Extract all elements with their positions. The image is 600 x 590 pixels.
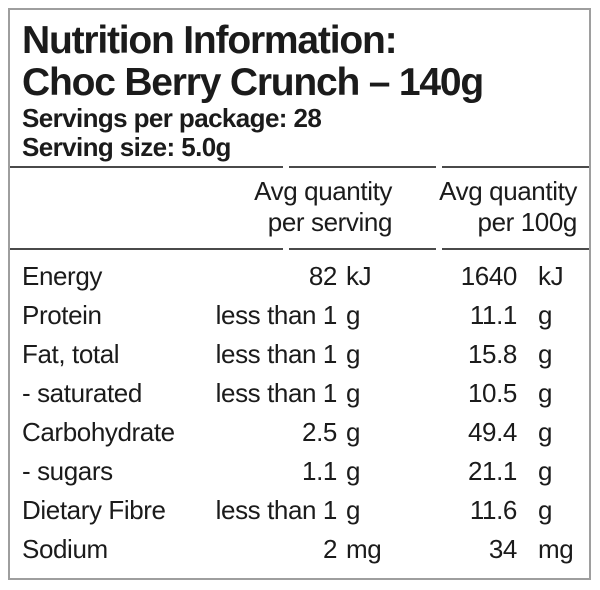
serving-value: less than 1 (215, 300, 338, 330)
per100-value: 49.4 (467, 417, 517, 447)
nutrient-name: Protein (22, 300, 102, 330)
serving-value: 2.5 (302, 417, 337, 447)
column-header-per-serving-line2: per serving (267, 207, 393, 237)
divider-top (10, 166, 589, 168)
column-header-per-100g-line2: per 100g (477, 207, 578, 237)
per100-unit: g (538, 495, 553, 525)
table-row-saturated: - saturated less than 1 g 10.5 g (22, 374, 577, 413)
per100-unit: g (538, 456, 553, 486)
serving-unit: g (346, 456, 361, 486)
table-row-dietary-fibre: Dietary Fibre less than 1 g 11.6 g (22, 491, 577, 530)
serving-unit: g (346, 378, 361, 408)
per100-value: 11.6 (469, 495, 517, 525)
per100-value: 10.5 (467, 378, 517, 408)
serving-value: less than 1 (215, 495, 338, 525)
nutrient-name: - saturated (22, 378, 142, 408)
divider-segment (10, 166, 283, 168)
column-header-per-serving-line1: Avg quantity (254, 176, 392, 206)
per100-unit: g (538, 339, 553, 369)
per100-unit: g (538, 417, 553, 447)
serving-value: less than 1 (215, 339, 338, 369)
table-row-protein: Protein less than 1 g 11.1 g (22, 296, 577, 335)
nutrient-name: - sugars (22, 456, 113, 486)
nutrient-name: Energy (22, 261, 102, 291)
column-header-per-100g-line1: Avg quantity (439, 176, 577, 206)
nutrient-name: Sodium (22, 534, 108, 564)
per100-unit: g (538, 300, 553, 330)
serving-value: 82 (308, 261, 338, 291)
serving-unit: g (346, 495, 361, 525)
table-row-carbohydrate: Carbohydrate 2.5 g 49.4 g (22, 413, 577, 452)
serving-unit: mg (346, 534, 382, 564)
per100-value: 34 (488, 534, 518, 564)
servings-per-package: Servings per package: 28 (22, 103, 322, 133)
serving-size: Serving size: 5.0g (22, 132, 231, 162)
table-row-sugars: - sugars 1.1 g 21.1 g (22, 452, 577, 491)
table-row-energy: Energy 82 kJ 1640 kJ (22, 257, 577, 296)
per100-value: 11.1 (469, 300, 517, 330)
per100-value: 15.8 (467, 339, 517, 369)
serving-unit: g (346, 417, 361, 447)
per100-unit: kJ (538, 261, 564, 291)
column-header-per-serving: Avg quantity per serving (22, 176, 392, 238)
nutrient-name: Dietary Fibre (22, 495, 166, 525)
per100-value: 21.1 (467, 456, 517, 486)
serving-value: 1.1 (302, 456, 337, 486)
divider-segment (289, 166, 436, 168)
panel-title: Nutrition Information: (22, 19, 398, 62)
product-name: Choc Berry Crunch – 140g (22, 61, 484, 104)
column-header-per-100g: Avg quantity per 100g (392, 176, 577, 238)
serving-unit: kJ (346, 261, 372, 291)
serving-value: less than 1 (215, 378, 338, 408)
per100-value: 1640 (460, 261, 518, 291)
serving-unit: g (346, 339, 361, 369)
serving-value: 2 (322, 534, 337, 564)
nutrient-name: Carbohydrate (22, 417, 175, 447)
divider-segment (442, 248, 589, 250)
per100-unit: g (538, 378, 553, 408)
serving-unit: g (346, 300, 361, 330)
nutrient-table: Energy 82 kJ 1640 kJ Protein less than 1… (22, 257, 577, 569)
divider-header (10, 248, 589, 250)
divider-segment (289, 248, 436, 250)
divider-segment (10, 248, 283, 250)
table-row-fat-total: Fat, total less than 1 g 15.8 g (22, 335, 577, 374)
per100-unit: mg (538, 534, 574, 564)
column-headers: Avg quantity per serving Avg quantity pe… (22, 168, 577, 248)
table-row-sodium: Sodium 2 mg 34 mg (22, 530, 577, 569)
nutrition-panel: Nutrition Information: Choc Berry Crunch… (8, 8, 591, 580)
divider-segment (442, 166, 589, 168)
nutrient-name: Fat, total (22, 339, 120, 369)
